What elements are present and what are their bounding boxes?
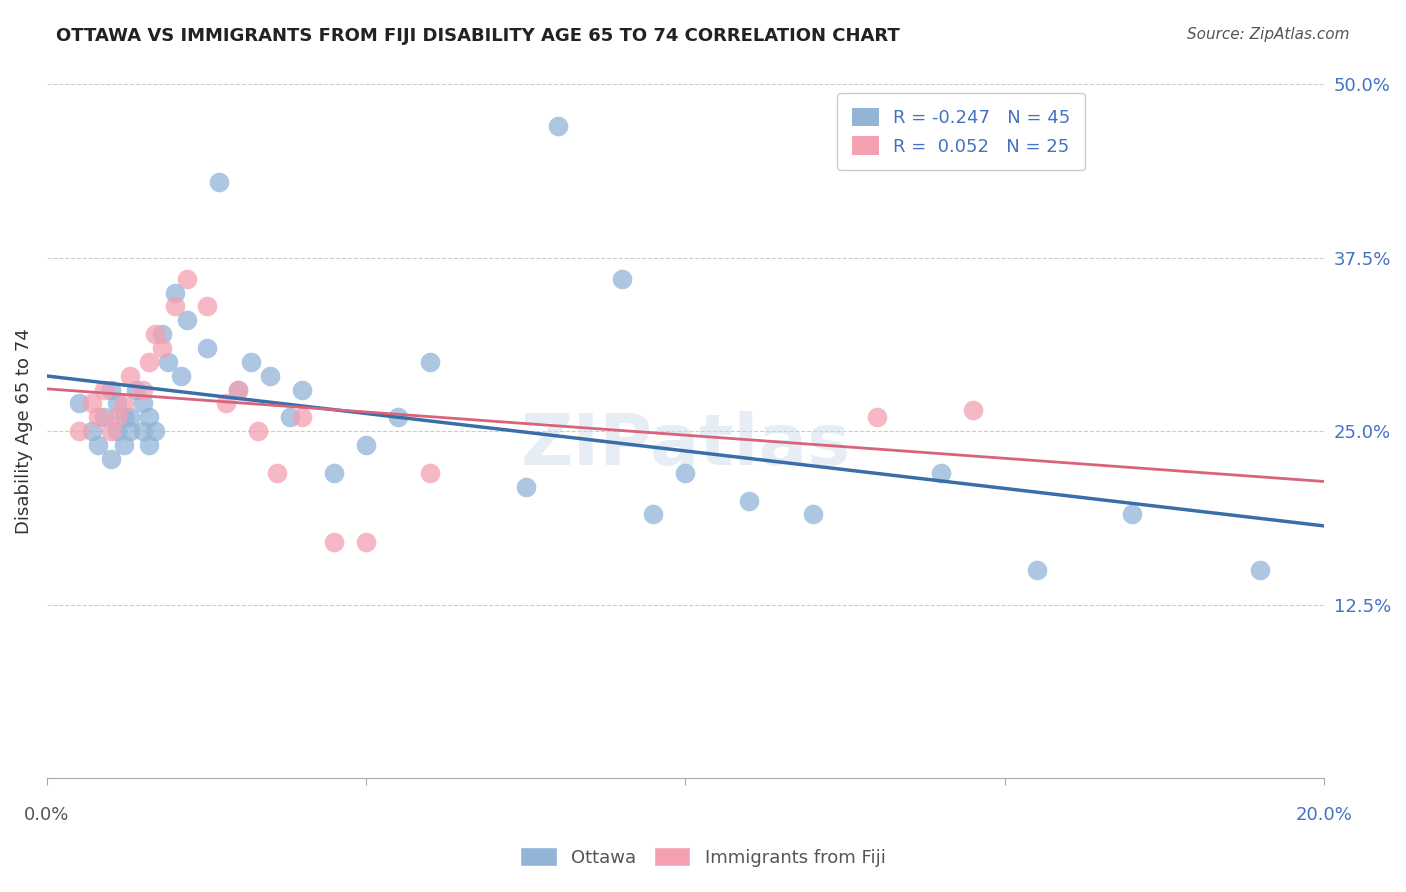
Point [291, 410, 314, 425]
Point [170, 368, 193, 383]
Point [962, 403, 984, 417]
Text: Source: ZipAtlas.com: Source: ZipAtlas.com [1187, 27, 1350, 42]
Text: 0.0%: 0.0% [24, 805, 69, 823]
Point [1249, 563, 1271, 577]
Point [80, 396, 103, 410]
Point [67, 424, 90, 438]
Point [93, 410, 115, 425]
Point [738, 493, 761, 508]
Point [610, 271, 633, 285]
Point [673, 466, 696, 480]
Point [354, 535, 377, 549]
Point [176, 313, 198, 327]
Point [105, 424, 128, 438]
Point [278, 410, 301, 425]
Text: 20.0%: 20.0% [1295, 805, 1353, 823]
Point [176, 271, 198, 285]
Point [208, 175, 231, 189]
Point [163, 299, 186, 313]
Point [195, 299, 218, 313]
Point [112, 410, 135, 425]
Point [131, 424, 153, 438]
Point [291, 383, 314, 397]
Point [1121, 508, 1143, 522]
Point [100, 452, 122, 467]
Point [157, 355, 180, 369]
Point [323, 466, 346, 480]
Point [515, 480, 537, 494]
Point [387, 410, 409, 425]
Legend: R = -0.247   N = 45, R =  0.052   N = 25: R = -0.247 N = 45, R = 0.052 N = 25 [838, 94, 1085, 170]
Point [150, 327, 173, 342]
Point [266, 466, 288, 480]
Point [105, 396, 128, 410]
Point [354, 438, 377, 452]
Point [145, 327, 167, 342]
Y-axis label: Disability Age 65 to 74: Disability Age 65 to 74 [15, 328, 32, 534]
Point [323, 535, 346, 549]
Point [1025, 563, 1047, 577]
Point [259, 368, 281, 383]
Point [150, 341, 173, 355]
Point [246, 424, 269, 438]
Point [419, 355, 441, 369]
Point [87, 438, 110, 452]
Point [112, 438, 135, 452]
Point [67, 396, 90, 410]
Point [195, 341, 218, 355]
Point [240, 355, 263, 369]
Point [87, 410, 110, 425]
Point [118, 368, 141, 383]
Point [866, 410, 889, 425]
Point [138, 410, 160, 425]
Point [138, 438, 160, 452]
Point [215, 396, 238, 410]
Point [100, 424, 122, 438]
Point [643, 508, 665, 522]
Point [145, 424, 167, 438]
Point [93, 383, 115, 397]
Point [100, 383, 122, 397]
Point [419, 466, 441, 480]
Text: OTTAWA VS IMMIGRANTS FROM FIJI DISABILITY AGE 65 TO 74 CORRELATION CHART: OTTAWA VS IMMIGRANTS FROM FIJI DISABILIT… [56, 27, 900, 45]
Point [131, 396, 153, 410]
Text: ZIPatlas: ZIPatlas [520, 410, 851, 480]
Point [929, 466, 952, 480]
Point [131, 383, 153, 397]
Point [138, 355, 160, 369]
Point [105, 410, 128, 425]
Point [801, 508, 824, 522]
Point [118, 410, 141, 425]
Point [112, 396, 135, 410]
Point [228, 383, 250, 397]
Point [118, 424, 141, 438]
Point [228, 383, 250, 397]
Point [125, 383, 148, 397]
Point [547, 119, 569, 133]
Legend: Ottawa, Immigrants from Fiji: Ottawa, Immigrants from Fiji [513, 840, 893, 874]
Point [163, 285, 186, 300]
Point [80, 424, 103, 438]
